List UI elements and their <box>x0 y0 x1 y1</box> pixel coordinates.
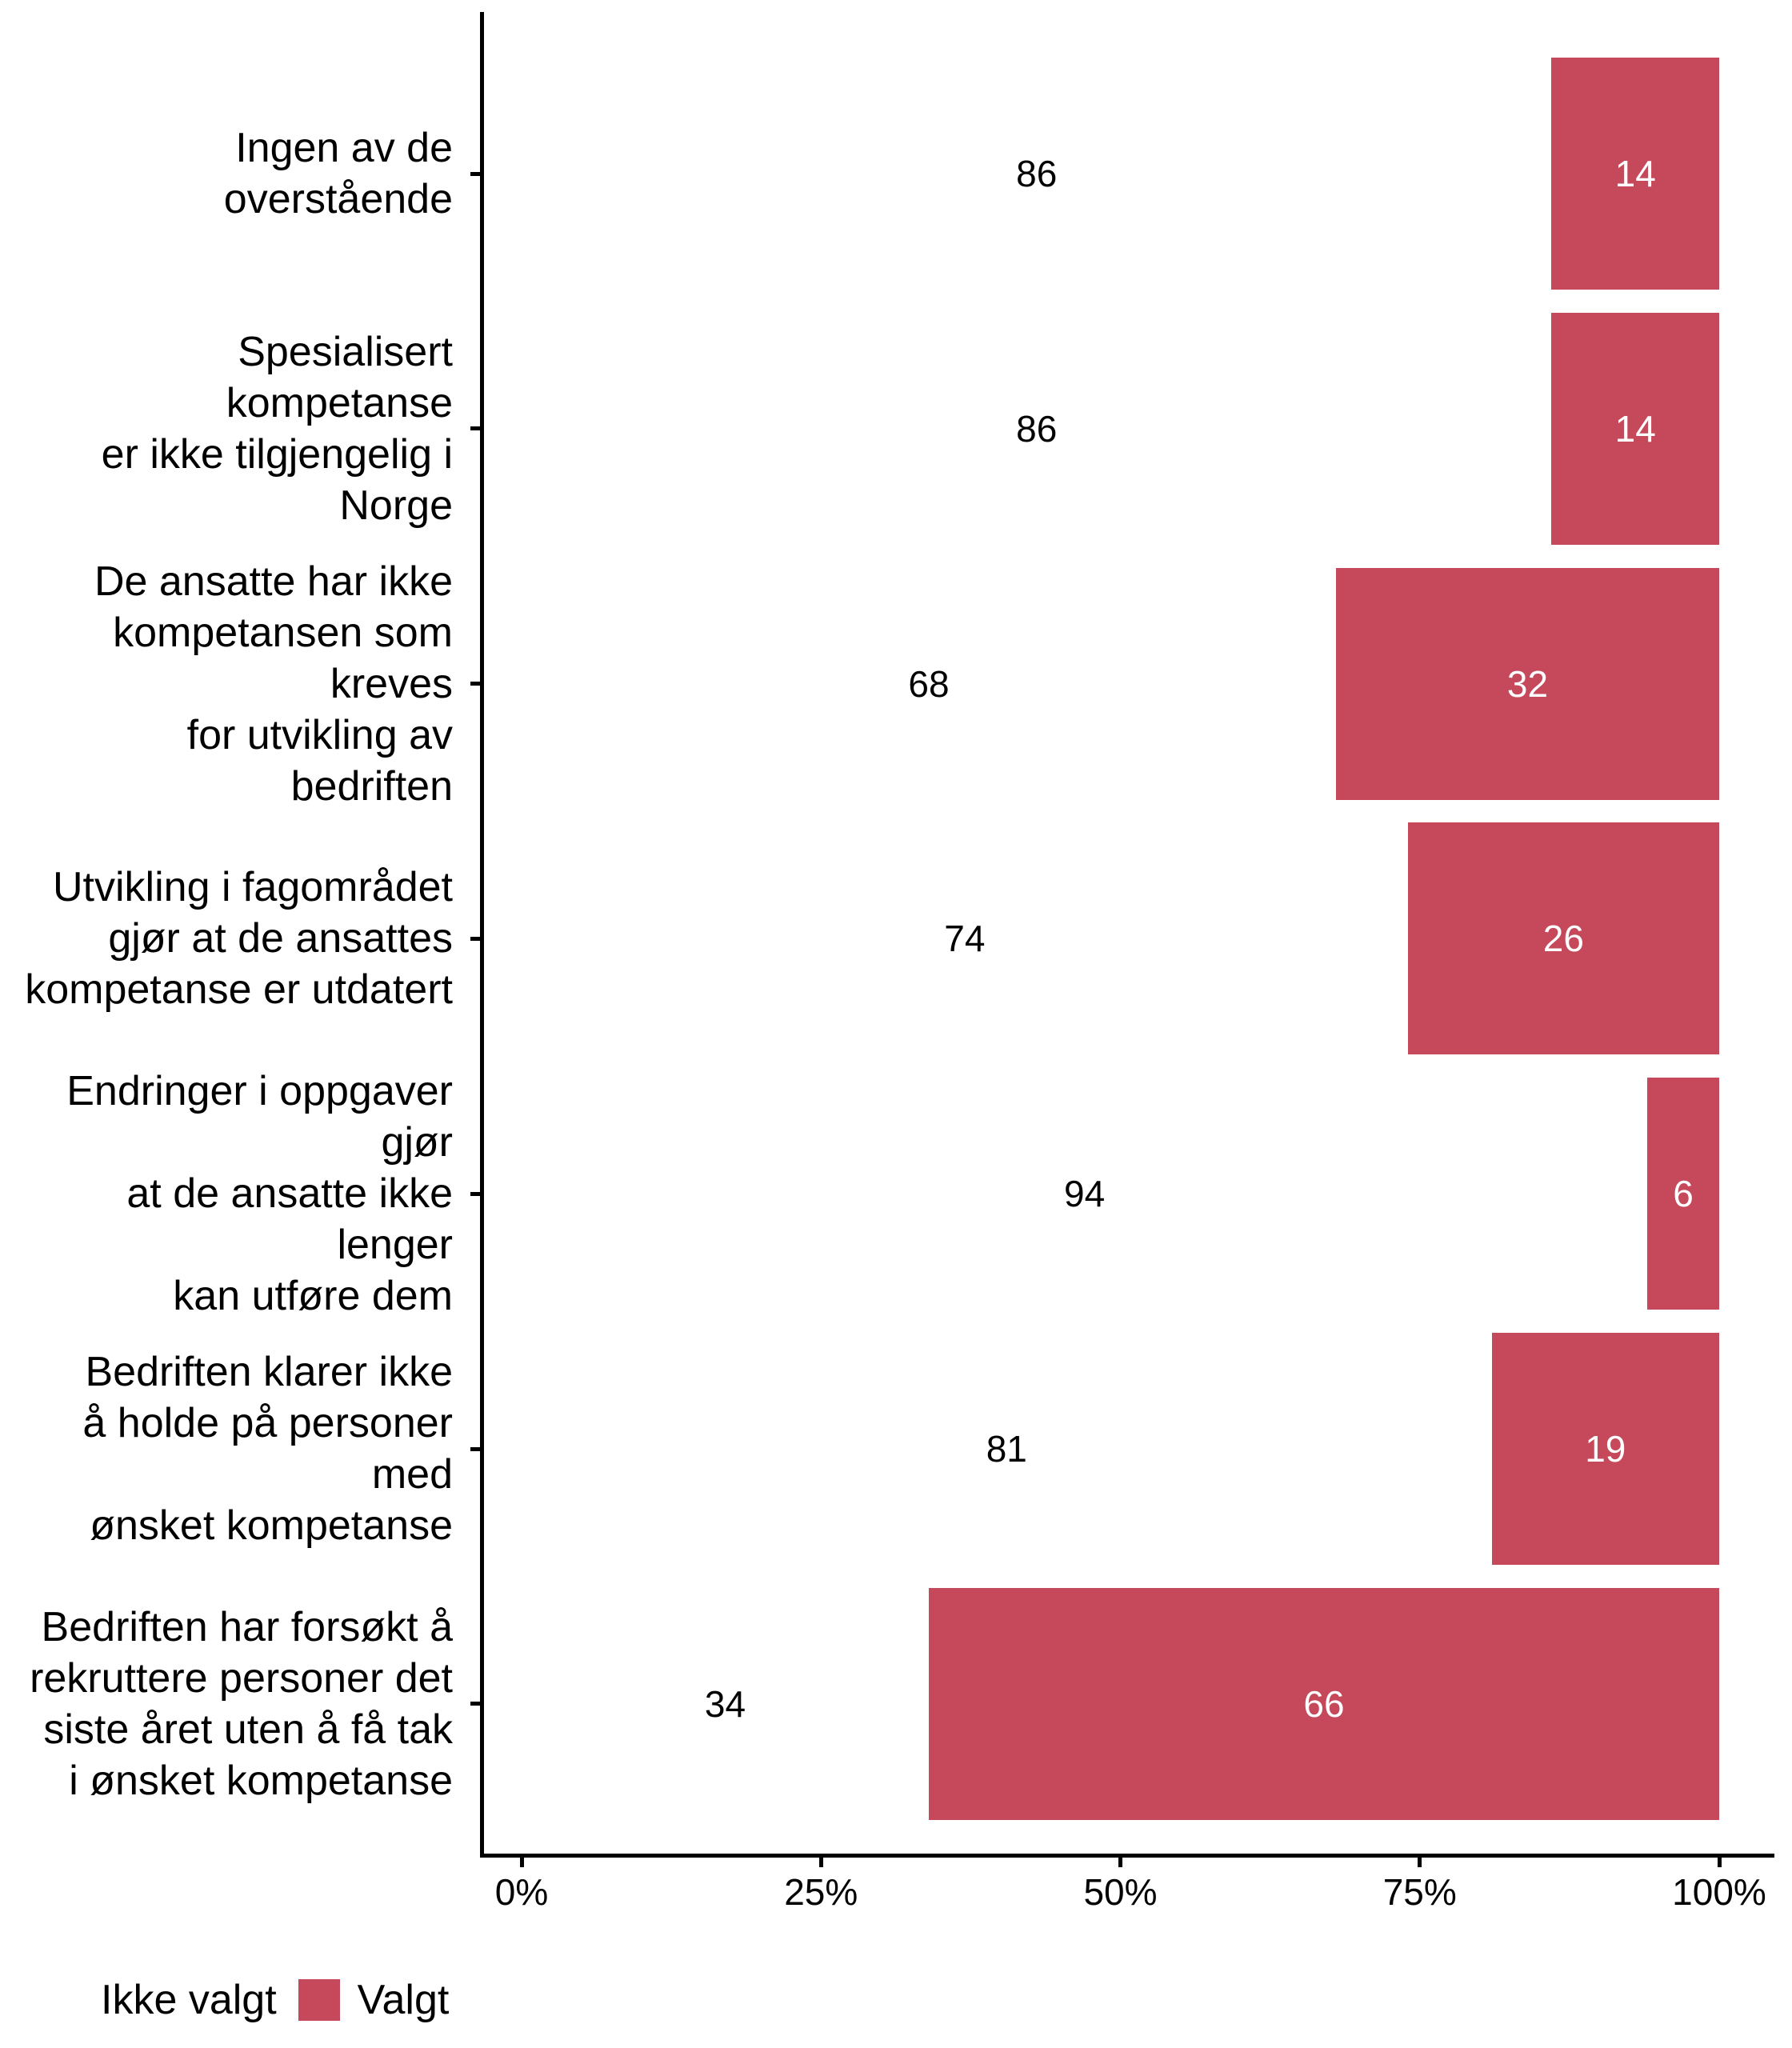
category-label: Bedriften har forsøkt å rekruttere perso… <box>30 1603 453 1804</box>
category-label: Ingen av de overstående <box>223 125 453 222</box>
bar-segment-valgt <box>928 1587 1719 1820</box>
x-axis-tick <box>1118 1858 1122 1867</box>
value-label-ikke-valgt: 81 <box>986 1428 1027 1470</box>
category-label: Spesialisert kompetanse er ikke tilgjeng… <box>101 328 453 529</box>
bar-segment-valgt <box>1551 312 1719 545</box>
bar-segment-ikke-valgt <box>522 1587 929 1820</box>
value-label-valgt: 6 <box>1673 1173 1694 1215</box>
y-axis-tick <box>470 1702 480 1706</box>
category-label: Endringer i oppgaver gjør at de ansatte … <box>66 1068 453 1320</box>
value-label-ikke-valgt: 86 <box>1016 153 1058 194</box>
value-label-valgt: 19 <box>1585 1428 1626 1470</box>
x-axis-tick-label: 50% <box>1083 1871 1158 1913</box>
bar-segment-ikke-valgt <box>522 1333 1492 1565</box>
legend-label-valgt: Valgt <box>357 1977 450 2023</box>
y-axis-tick <box>470 1446 480 1451</box>
value-label-valgt: 66 <box>1303 1682 1345 1725</box>
bar-segment-ikke-valgt <box>522 822 1408 1055</box>
y-axis-tick <box>470 171 480 176</box>
value-label-ikke-valgt: 68 <box>908 662 950 705</box>
x-axis-tick <box>818 1858 823 1867</box>
value-label-ikke-valgt: 74 <box>944 918 986 960</box>
value-label-valgt: 32 <box>1506 662 1549 705</box>
x-axis-tick <box>519 1858 524 1867</box>
x-axis-line <box>480 1854 1774 1858</box>
y-axis-tick <box>470 1191 480 1196</box>
y-axis-tick <box>470 426 480 431</box>
bar-segment-valgt <box>1491 1333 1719 1565</box>
legend-label-ikke-valgt: Ikke valgt <box>101 1977 277 2023</box>
y-axis-line <box>480 12 484 1858</box>
legend-key-valgt <box>298 1979 340 2021</box>
x-axis-tick-label: 75% <box>1382 1871 1457 1913</box>
value-label-ikke-valgt: 94 <box>1063 1173 1106 1215</box>
x-axis-tick <box>1717 1858 1722 1867</box>
bar-segment-ikke-valgt <box>522 1078 1648 1310</box>
y-axis-tick <box>470 936 480 941</box>
category-label: Utvikling i fagområdet gjør at de ansatt… <box>25 864 453 1014</box>
x-axis-tick <box>1418 1858 1422 1867</box>
bar-segment-valgt <box>1407 822 1719 1055</box>
x-axis-tick-label: 100% <box>1672 1871 1766 1913</box>
x-axis-tick-label: 25% <box>784 1871 858 1913</box>
legend: Ikke valgt Valgt <box>48 1976 449 2024</box>
category-label: Bedriften klarer ikke å holde på persone… <box>82 1349 453 1549</box>
value-label-valgt: 26 <box>1542 918 1584 960</box>
value-label-ikke-valgt: 86 <box>1016 407 1058 450</box>
bar-segment-valgt <box>1551 58 1719 290</box>
bar-segment-ikke-valgt <box>522 58 1552 290</box>
y-axis-tick <box>470 682 480 686</box>
legend-key-ikke-valgt <box>48 1979 90 2021</box>
bar-segment-ikke-valgt <box>522 567 1336 800</box>
bar-segment-valgt <box>1647 1078 1719 1310</box>
bar-segment-valgt <box>1335 567 1719 800</box>
x-axis-tick-label: 0% <box>494 1871 549 1913</box>
bar-segment-ikke-valgt <box>522 312 1552 545</box>
value-label-valgt: 14 <box>1614 407 1656 450</box>
category-label: De ansatte har ikke kompetansen som krev… <box>94 558 453 810</box>
value-label-ikke-valgt: 34 <box>704 1682 746 1725</box>
value-label-valgt: 14 <box>1614 153 1656 194</box>
